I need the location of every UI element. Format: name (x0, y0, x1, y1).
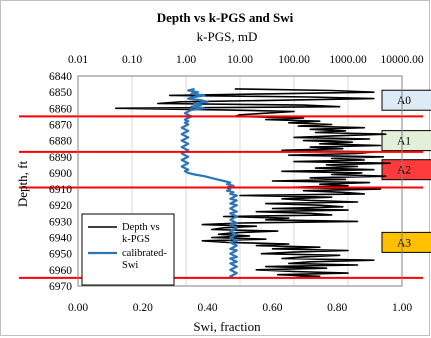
y-tick-label-7: 6910 (49, 184, 72, 196)
bottom-tick-label-0: 0.00 (68, 302, 88, 314)
y-tick-label-6: 6900 (49, 168, 72, 180)
top-tick-label-4: 100.00 (278, 54, 310, 66)
zone-box-a2 (381, 159, 431, 181)
zone-label-a3: A3 (397, 237, 411, 249)
top-tick-label-3: 10.00 (227, 54, 253, 66)
top-tick-label-6: 10000.00 (380, 54, 423, 66)
legend-label-1-1: Swi (122, 260, 138, 271)
y-tick-label-9: 6930 (49, 216, 72, 228)
y-tick-label-0: 6840 (49, 71, 72, 83)
zone-box-a1 (381, 130, 431, 152)
top-tick-label-0: 0.01 (68, 54, 88, 66)
bottom-tick-label-1: 0.20 (133, 302, 153, 314)
y-tick-label-1: 6850 (49, 87, 72, 99)
zone-label-a2: A2 (397, 165, 411, 177)
top-axis-title: k-PGS, mD (197, 29, 258, 44)
plot-border (77, 75, 403, 287)
legend-label-0-0: Depth vs (122, 222, 160, 233)
series-swi-line (180, 87, 238, 279)
y-tick-label-4: 6880 (49, 136, 72, 148)
zone-box-a3 (381, 231, 431, 253)
series-k-pgs-line (114, 88, 391, 279)
legend-label-1-0: calibrated- (122, 248, 167, 259)
top-tick-label-1: 0.10 (122, 54, 142, 66)
legend: Depth vsk-PGS calibrated-Swi (81, 213, 175, 286)
plot-area: A0 A1 A2 A3 Depth vsk-PGS calibrated-Swi (19, 75, 431, 287)
bottom-tick-label-5: 1.00 (392, 302, 412, 314)
zone-box-a0 (381, 89, 431, 111)
y-tick-label-2: 6860 (49, 103, 72, 115)
legend-label-0-1: k-PGS (122, 234, 150, 245)
y-tick-label-8: 6920 (49, 200, 72, 212)
bottom-axis-title: Swi, fraction (193, 319, 261, 334)
bottom-tick-label-2: 0.40 (198, 302, 218, 314)
top-tick-label-5: 1000.00 (329, 54, 367, 66)
y-tick-label-13: 6970 (49, 281, 72, 293)
y-tick-label-5: 6890 (49, 152, 72, 164)
y-axis-ticks: 6840 6850 6860 6870 6880 6890 6900 6910 6920 6930… (49, 71, 72, 293)
zone-label-a0: A0 (397, 95, 411, 107)
legend-box (81, 213, 175, 286)
top-tick-label-2: 1.00 (176, 54, 196, 66)
y-tick-label-11: 6950 (49, 249, 72, 261)
y-tick-label-3: 6870 (49, 119, 72, 131)
zone-label-a1: A1 (397, 136, 411, 148)
y-tick-label-12: 6960 (49, 265, 72, 277)
bottom-axis-ticks: 0.00 0.20 0.40 0.60 0.80 1.00 (68, 302, 412, 314)
top-axis-ticks: 0.01 0.10 1.00 10.00 100.00 1000.00 10000.00 (68, 54, 424, 66)
bottom-tick-label-3: 0.60 (262, 302, 282, 314)
y-axis-title: Depth, ft (15, 161, 30, 208)
chart-title: Depth vs k-PGS and Swi (157, 10, 294, 25)
bottom-tick-label-4: 0.80 (327, 302, 347, 314)
y-tick-label-10: 6940 (49, 233, 72, 245)
